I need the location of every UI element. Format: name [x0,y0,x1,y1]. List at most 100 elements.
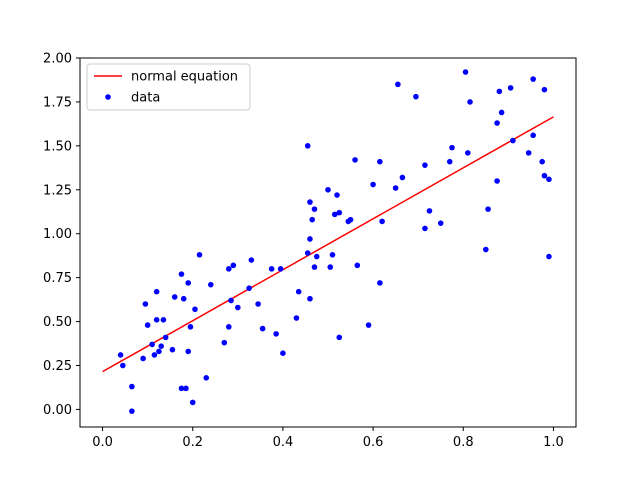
data-point [449,144,455,151]
data-point [336,334,343,341]
data-point [399,174,406,181]
data-point [180,295,187,302]
plot-data-layer [102,69,554,414]
data-point [307,199,313,205]
data-point [422,162,428,168]
data-point [510,137,516,144]
data-point [546,176,552,183]
data-point [336,209,343,216]
x-axis: 0.0 0.2 0.4 0.6 0.8 1.0 [92,427,564,450]
data-point [156,348,162,355]
data-point [334,192,340,198]
data-point [293,315,300,321]
data-point [307,236,313,242]
data-point [331,211,338,218]
data-point [280,350,286,357]
data-point [311,264,318,270]
data-point [226,324,232,330]
legend: normal equation data [86,63,251,111]
data-point [422,225,428,232]
data-point [295,288,302,295]
data-point [530,132,536,139]
data-point [498,109,505,116]
data-point [494,120,500,126]
data-point [304,143,311,149]
data-point [464,150,471,156]
data-point [352,157,358,163]
y-tick-label: 0.25 [43,359,72,374]
data-point [185,280,192,286]
data-point [207,281,214,288]
data-point [183,385,189,392]
data-point [162,334,169,341]
x-tick-label: 0.8 [453,435,474,450]
data-point [365,322,372,328]
y-tick-label: 0.00 [43,403,72,418]
data-point [142,301,149,307]
data-point [129,383,135,390]
data-point [140,355,146,362]
data-point [307,295,313,302]
data-point [392,185,399,191]
data-point [496,88,503,95]
data-point [259,325,266,332]
y-tick-label: 1.00 [43,227,72,242]
data-point [530,76,536,82]
x-tick-label: 0.6 [363,435,384,450]
data-point [426,208,433,214]
x-tick-label: 1.0 [543,435,564,450]
data-point [235,304,241,311]
data-point [541,172,548,179]
data-point [185,348,192,355]
data-point [192,306,198,313]
regression-line [102,116,554,373]
data-point [525,150,532,156]
data-point [370,181,376,188]
data-point [437,220,444,226]
data-point [325,186,331,193]
data-point [377,280,383,286]
data-point [187,324,194,330]
data-point [309,216,316,223]
data-point [413,93,419,100]
y-tick-label: 1.50 [43,139,72,154]
data-point [178,271,185,277]
data-point [149,341,155,348]
data-point [246,285,252,291]
data-point [117,352,124,358]
x-tick-label: 0.0 [92,435,113,450]
data-point [268,266,275,272]
data-point [129,408,135,414]
data-point [171,294,178,300]
y-axis: 0.00 0.25 0.50 0.75 1.00 1.25 1.50 1.75 2.00 [43,52,80,418]
data-point [169,346,176,353]
data-point [255,301,261,307]
x-tick-label: 0.4 [273,435,294,450]
data-point [277,266,284,272]
data-point [203,375,210,381]
data-point [158,343,164,349]
data-point [329,252,336,258]
legend-label-normal-equation: normal equation [131,70,238,85]
data-point [178,385,185,392]
plot-frame [79,57,577,428]
data-point [226,266,232,272]
data-point [153,317,160,323]
data-point [311,206,318,212]
data-point [230,262,237,269]
data-point [273,331,279,337]
data-point [327,264,334,270]
data-point [377,158,383,165]
y-tick-label: 1.25 [43,183,72,198]
data-point [446,158,453,165]
legend-label-data: data [131,91,160,106]
data-point [379,218,385,225]
data-point [483,246,489,253]
data-point [462,69,469,75]
legend-marker-swatch [105,94,111,100]
data-point [160,317,167,323]
data-point [221,339,228,346]
data-point [546,253,552,260]
data-point [120,362,126,369]
